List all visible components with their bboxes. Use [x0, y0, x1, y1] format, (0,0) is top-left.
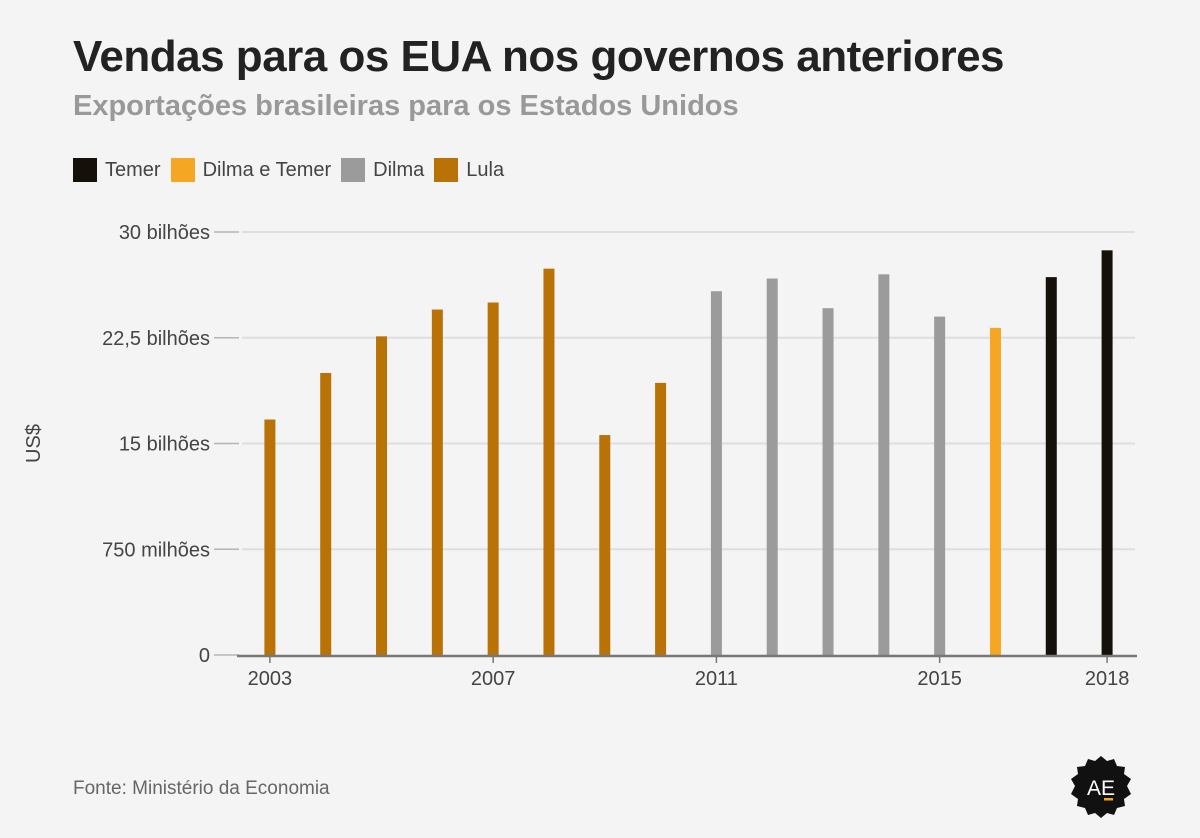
logo-badge-shape	[1071, 756, 1131, 818]
bar-2015	[934, 316, 946, 655]
bar-2013	[822, 308, 834, 655]
y-tick-label: 15 bilhões	[119, 434, 210, 456]
y-tick-label: 22,5 bilhões	[102, 328, 210, 350]
y-tick-label: 0	[199, 645, 210, 667]
chart-title: Vendas para os EUA nos governos anterior…	[73, 32, 1005, 81]
bar-2017	[1045, 277, 1057, 655]
bar-2014	[878, 274, 890, 655]
x-tick-label: 2007	[471, 668, 516, 690]
bar-2016	[989, 327, 1001, 655]
logo-text: AE	[1087, 777, 1115, 800]
legend-swatch-temer	[73, 158, 97, 182]
legend-swatch-lula	[434, 158, 459, 182]
legend-label-dilma: Dilma	[373, 158, 425, 181]
logo-accent-mark	[1104, 798, 1113, 801]
x-tick-label: 2003	[248, 668, 293, 690]
bar-2006	[431, 309, 443, 655]
legend-label-lula: Lula	[466, 158, 505, 181]
ae-logo: AE	[1071, 756, 1131, 818]
y-tick-label: 750 milhões	[102, 539, 210, 561]
legend-item-dilma: Dilma	[341, 158, 424, 182]
y-tick-label: 30 bilhões	[119, 222, 210, 244]
legend-swatch-dilma	[341, 158, 366, 182]
legend-item-lula: Lula	[434, 158, 504, 182]
legend-swatch-dilma-e-temer	[170, 158, 195, 182]
x-tick-label: 2015	[917, 668, 962, 690]
bar-2011	[710, 291, 722, 655]
bar-2009	[599, 435, 611, 655]
bar-2005	[376, 336, 388, 655]
bar-2007	[487, 302, 499, 655]
legend: Temer Dilma e Temer Dilma Lula	[73, 158, 514, 182]
bar-2003	[264, 419, 276, 655]
x-tick-label: 2011	[695, 668, 738, 690]
bar-2008	[543, 268, 555, 655]
bar-2012	[766, 278, 778, 655]
legend-item-dilma-e-temer: Dilma e Temer	[170, 158, 332, 182]
bar-2018	[1101, 250, 1113, 655]
y-axis-label: US$	[23, 424, 45, 463]
bar-2004	[320, 373, 332, 655]
legend-label-temer: Temer	[105, 158, 161, 181]
legend-label-dilma-e-temer: Dilma e Temer	[202, 158, 332, 181]
chart-subtitle: Exportações brasileiras para os Estados …	[73, 90, 739, 122]
legend-item-temer: Temer	[73, 158, 161, 182]
source-note: Fonte: Ministério da Economia	[73, 778, 330, 799]
bar-2010	[655, 382, 667, 655]
x-tick-label: 2018	[1085, 668, 1130, 690]
